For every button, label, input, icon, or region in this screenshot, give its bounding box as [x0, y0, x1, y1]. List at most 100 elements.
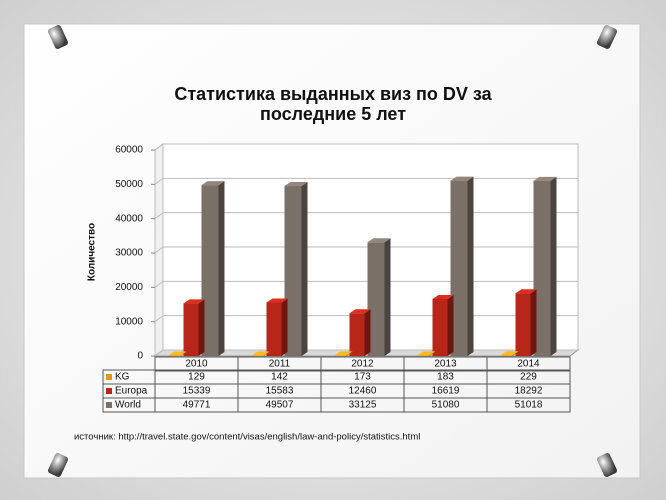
bar-side	[512, 351, 519, 356]
grid-line	[154, 143, 578, 151]
chart-title: Статистика выданных виз по DV за последн…	[174, 84, 492, 124]
table-header	[154, 356, 571, 372]
legend-label: World	[115, 400, 141, 411]
bar-side	[447, 294, 454, 356]
bar	[168, 351, 187, 356]
y-axis-label: Количество	[87, 223, 98, 281]
bar	[432, 294, 454, 356]
bar-top	[349, 309, 371, 314]
bar-side	[550, 176, 557, 356]
bar-front	[500, 355, 513, 356]
y-tick-label: 30000	[115, 248, 143, 259]
bar	[334, 351, 353, 356]
bar-side	[198, 299, 205, 356]
table-value: 16619	[432, 386, 460, 397]
bar-front	[334, 355, 347, 356]
x-tick-label: 2011	[269, 359, 291, 370]
bar-top	[367, 238, 391, 243]
table-value: 183	[437, 372, 454, 383]
bar-front	[417, 355, 430, 356]
bar-side	[301, 182, 308, 356]
bar-top	[500, 351, 519, 356]
table-value: 49771	[183, 400, 211, 411]
bar-top	[266, 298, 288, 303]
bar	[500, 351, 519, 356]
bar-side	[346, 351, 353, 356]
source: источник: http://travel.state.gov/conten…	[74, 432, 420, 443]
x-tick-label: 2014	[517, 359, 540, 370]
table-value: 142	[271, 372, 288, 383]
bar-top	[533, 176, 557, 181]
bar-front	[266, 302, 282, 356]
y-tick-label: 60000	[115, 145, 143, 156]
bar-front	[450, 180, 468, 356]
bar-top	[284, 182, 308, 187]
bar-front	[284, 186, 302, 356]
bar-side	[263, 351, 270, 356]
bar-top	[201, 181, 225, 186]
grid-line	[154, 280, 578, 288]
table-value: 15339	[183, 386, 211, 397]
bar-side	[384, 238, 391, 356]
x-tick-label: 2010	[185, 359, 208, 370]
bar	[251, 351, 270, 356]
table	[102, 369, 571, 413]
bar	[201, 181, 225, 356]
bar	[284, 182, 308, 356]
bar-side	[467, 176, 474, 356]
bar-top	[417, 351, 436, 356]
table-value: 173	[354, 372, 371, 383]
bar-side	[281, 298, 288, 356]
table-value: 229	[520, 372, 537, 383]
bar	[367, 238, 391, 356]
bar-top	[334, 351, 353, 356]
bar-side	[218, 181, 225, 356]
x-tick-label: 2013	[434, 359, 457, 370]
y-tick-label: 10000	[115, 316, 143, 327]
table-value: 51018	[515, 400, 543, 411]
bar	[515, 289, 537, 356]
bar-top	[168, 351, 187, 356]
bar-top	[515, 289, 537, 294]
grid-line	[154, 177, 578, 185]
bar-front	[201, 185, 219, 356]
grid-line	[154, 212, 578, 220]
table-value: 18292	[515, 386, 543, 397]
table-value: 49507	[266, 400, 294, 411]
bar-side	[364, 309, 371, 356]
bar-side	[180, 351, 187, 356]
bar	[533, 176, 557, 356]
table-value: 129	[188, 372, 205, 383]
table-value: 15583	[266, 386, 294, 397]
legend-label: Europa	[115, 386, 148, 397]
table-value: 51080	[432, 400, 460, 411]
y-tick-label: 20000	[115, 282, 143, 293]
bar	[183, 299, 205, 356]
bar	[266, 298, 288, 356]
x-tick-label: 2012	[351, 359, 374, 370]
legend-label: KG	[115, 372, 130, 383]
table-value: 12460	[349, 386, 377, 397]
y-tick-label: 40000	[115, 213, 143, 224]
bar-front	[183, 303, 199, 356]
bar	[417, 351, 436, 356]
bar	[450, 176, 474, 356]
legend-swatch	[106, 388, 112, 394]
bar-front	[432, 298, 448, 356]
bar	[349, 309, 371, 356]
bar-front	[349, 313, 365, 356]
bar-top	[251, 351, 270, 356]
bar-front	[533, 180, 551, 356]
bar-side	[429, 351, 436, 356]
bar-front	[367, 242, 385, 356]
bar-top	[450, 176, 474, 181]
legend-swatch	[106, 402, 112, 408]
legend-swatch	[106, 374, 112, 380]
bar-top	[432, 294, 454, 299]
bar-side	[530, 289, 537, 356]
bar-front	[515, 293, 531, 356]
pins	[47, 25, 618, 477]
grid-line	[154, 246, 578, 254]
